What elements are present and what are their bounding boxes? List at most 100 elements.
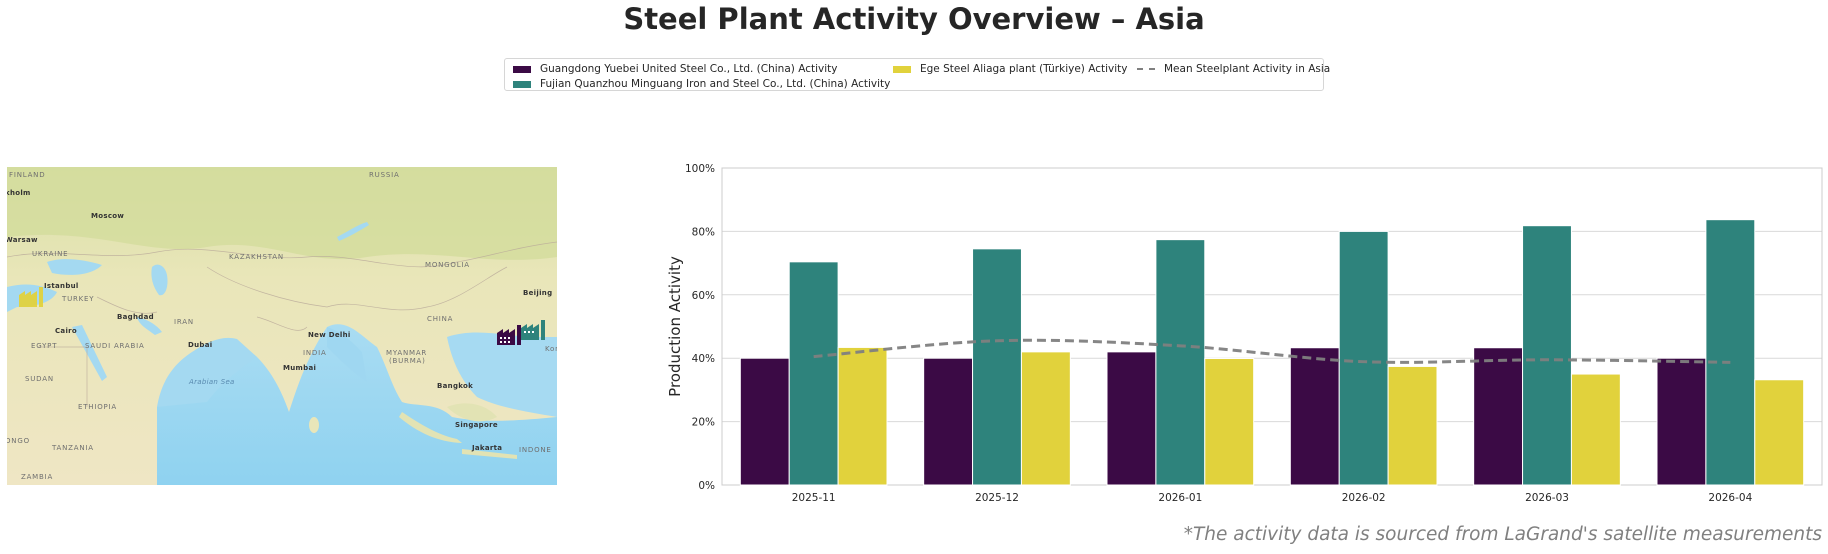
y-axis: 0% 20% 40% 60% 80% 100% <box>685 163 715 492</box>
map-label: RUSSIA <box>369 171 400 179</box>
map-label: Istanbul <box>44 282 79 290</box>
x-tick-label: 2026-02 <box>1342 492 1386 504</box>
legend-swatch-fujian <box>513 80 531 88</box>
map-label: Baghdad <box>117 313 154 321</box>
map-label: Mumbai <box>283 364 316 372</box>
legend-swatch-ege <box>893 65 911 73</box>
factory-icon[interactable] <box>19 287 43 307</box>
legend-label: Guangdong Yuebei United Steel Co., Ltd. … <box>540 63 838 75</box>
bar-2026-04-series-1 <box>1705 219 1756 486</box>
mean-line <box>813 338 1731 364</box>
legend: Guangdong Yuebei United Steel Co., Ltd. … <box>504 58 1330 91</box>
map-label: Arabian Sea <box>188 378 235 386</box>
x-tick-label: 2026-04 <box>1708 492 1752 504</box>
bars <box>739 219 1805 486</box>
y-axis-label: Production Activity <box>666 256 684 397</box>
legend-label: Ege Steel Aliaga plant (Türkiye) Activit… <box>920 63 1128 75</box>
map-label: Moscow <box>91 212 124 220</box>
legend-dash-mean <box>1137 68 1155 70</box>
map-svg: FINLAND RUSSIA kholm Moscow Warsaw UKRAI… <box>7 167 557 485</box>
legend-label: Mean Steelplant Activity in Asia <box>1164 63 1331 75</box>
bar-2026-02-series-0 <box>1289 347 1340 486</box>
map-borneo <box>447 403 497 422</box>
bar-2026-03-series-0 <box>1473 347 1524 486</box>
map-label: Cairo <box>55 327 77 335</box>
map-label: IRAN <box>174 318 194 326</box>
map-indian-ocean <box>157 324 557 485</box>
map-label: kholm <box>7 189 31 197</box>
bar-2025-12-series-1 <box>972 248 1022 486</box>
bar-2025-12-series-0 <box>923 357 974 486</box>
x-tick-label: 2025-11 <box>792 492 836 504</box>
map-label: ZAMBIA <box>21 473 53 481</box>
legend-item-guangdong: Guangdong Yuebei United Steel Co., Ltd. … <box>513 63 837 75</box>
y-tick-label: 0% <box>698 480 715 492</box>
map-persian-gulf <box>137 317 162 335</box>
map-red-sea <box>72 325 107 381</box>
y-tick-label: 100% <box>685 163 715 175</box>
map-label: EGYPT <box>31 342 57 350</box>
legend-item-ege: Ege Steel Aliaga plant (Türkiye) Activit… <box>893 63 1127 75</box>
map-label: Dubai <box>188 341 212 349</box>
factory-icon[interactable] <box>497 325 521 345</box>
legend-item-fujian: Fujian Quanzhou Minguang Iron and Steel … <box>513 78 890 90</box>
map-label: INDIA <box>303 349 327 357</box>
y-tick-label: 40% <box>692 353 715 365</box>
map-label: Bangkok <box>437 382 473 390</box>
chart-title: Steel Plant Activity Overview – Asia <box>623 2 1205 36</box>
map-forest <box>7 167 557 260</box>
mean-line-path <box>813 338 1731 364</box>
map-bay-of-bengal <box>327 327 367 382</box>
map-label: MYANMAR <box>386 349 427 357</box>
bar-2026-02-series-2 <box>1387 365 1438 486</box>
map-label: SAUDI ARABIA <box>85 342 145 350</box>
map-label: ETHIOPIA <box>78 403 117 411</box>
map-label: Warsaw <box>7 236 38 244</box>
bar-2026-03-series-2 <box>1570 373 1621 486</box>
bar-2025-12-series-2 <box>1020 351 1071 486</box>
map-labels: FINLAND RUSSIA kholm Moscow Warsaw UKRAI… <box>7 171 557 481</box>
legend-swatch-guangdong <box>513 65 531 73</box>
grid <box>722 167 1822 486</box>
map-lake-baikal <box>337 222 369 241</box>
bar-2026-01-series-0 <box>1106 351 1157 486</box>
map-black-sea <box>47 259 102 275</box>
map-label: Kor <box>545 345 557 353</box>
map-sri-lanka <box>309 417 319 433</box>
x-tick-label: 2026-01 <box>1158 492 1202 504</box>
bar-2026-03-series-1 <box>1522 225 1572 486</box>
bar-2026-01-series-1 <box>1155 239 1206 486</box>
y-tick-label: 20% <box>692 417 715 429</box>
map-label: TURKEY <box>61 295 94 303</box>
y-tick-label: 60% <box>692 290 715 302</box>
factory-icon[interactable] <box>521 320 545 340</box>
map-label: UKRAINE <box>32 250 68 258</box>
x-tick-label: 2025-12 <box>975 492 1019 504</box>
map-arabian-sea <box>157 337 257 407</box>
bar-2025-11-series-2 <box>837 346 888 486</box>
map-label: CHINA <box>427 315 453 323</box>
map-label: Singapore <box>455 421 498 429</box>
map-label: FINLAND <box>9 171 45 179</box>
footnote: *The activity data is sourced from LaGra… <box>1183 524 1822 545</box>
map-label: Jakarta <box>471 444 502 452</box>
map-label: (BURMA) <box>389 357 426 365</box>
bar-2025-11-series-0 <box>739 357 790 486</box>
plot-frame <box>721 167 1823 486</box>
bar-2026-02-series-1 <box>1338 230 1389 486</box>
map-label: TANZANIA <box>51 444 94 452</box>
map-label: INDONE <box>519 446 552 454</box>
bar-2025-11-series-1 <box>788 261 839 486</box>
map-label: MONGOLIA <box>425 261 470 269</box>
asia-map[interactable]: FINLAND RUSSIA kholm Moscow Warsaw UKRAI… <box>7 167 557 485</box>
bar-2026-04-series-2 <box>1754 379 1805 486</box>
y-tick-label: 80% <box>692 226 715 238</box>
bar-2026-01-series-2 <box>1204 358 1255 486</box>
legend-item-mean: Mean Steelplant Activity in Asia <box>1137 63 1330 75</box>
map-borders <box>7 241 557 407</box>
map-label: KAZAKHSTAN <box>229 253 284 261</box>
map-java <box>462 449 517 459</box>
map-label: ONGO <box>7 437 30 445</box>
map-caspian-sea <box>151 264 168 296</box>
map-sumatra <box>399 412 462 443</box>
